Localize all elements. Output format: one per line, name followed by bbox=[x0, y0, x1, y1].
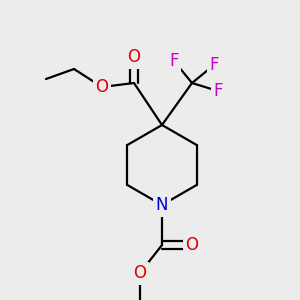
Text: O: O bbox=[128, 48, 140, 66]
Text: O: O bbox=[95, 78, 109, 96]
Text: F: F bbox=[169, 52, 179, 70]
Text: N: N bbox=[156, 196, 168, 214]
Text: F: F bbox=[209, 56, 219, 74]
Text: F: F bbox=[213, 82, 223, 100]
Text: O: O bbox=[134, 264, 146, 282]
Text: O: O bbox=[185, 236, 199, 254]
